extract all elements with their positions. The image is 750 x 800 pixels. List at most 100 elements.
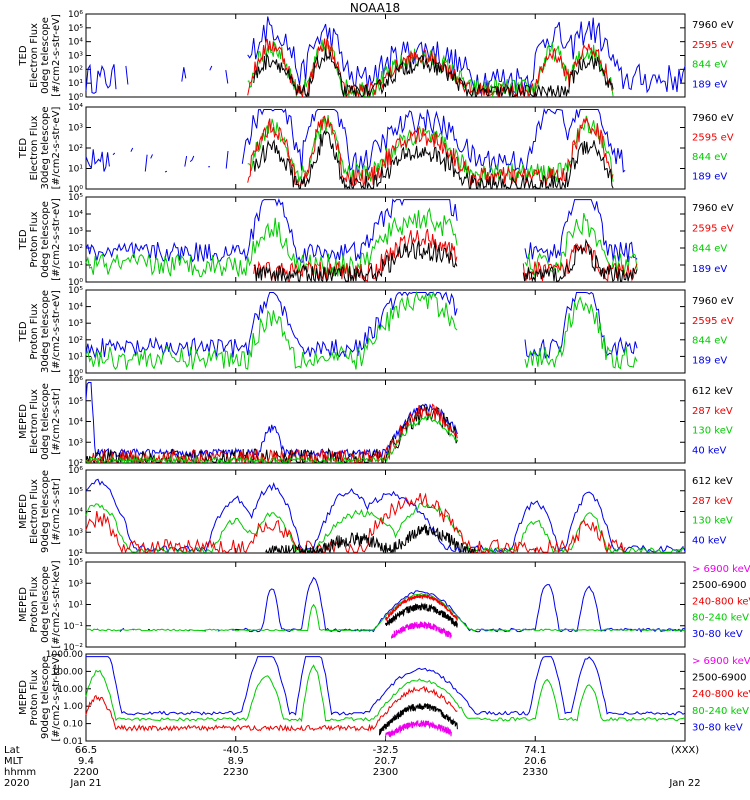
series-trace-blue bbox=[85, 107, 626, 175]
legend-entry: 80-240 keV bbox=[692, 706, 749, 717]
y-tick-label: 10⁰ bbox=[68, 369, 83, 379]
y-tick-label: 10⁻¹ bbox=[63, 622, 83, 632]
footer-tick-date: Jan 21 bbox=[70, 778, 102, 789]
legend-entry: 287 keV bbox=[692, 496, 733, 507]
y-tick-label: 1.00 bbox=[63, 702, 83, 712]
y-tick-label: 10³ bbox=[68, 579, 83, 589]
legend-entry: 7960 eV bbox=[692, 296, 734, 307]
legend-entry: > 6900 keV bbox=[692, 656, 750, 667]
panel-4: 10⁰ 10¹ 10² 10³ 10⁴ 10⁵ TED Proton Flux 30deg te… bbox=[18, 286, 734, 379]
y-axis-label: Proton Flux bbox=[29, 211, 40, 267]
series-trace-blue bbox=[95, 576, 686, 633]
y-tick-label: 10³ bbox=[68, 319, 83, 329]
plot-frame bbox=[85, 469, 686, 554]
series-trace-blue bbox=[85, 382, 458, 459]
y-axis-label: 30deg telescope bbox=[40, 290, 51, 373]
legend-entry: 130 keV bbox=[692, 426, 733, 437]
series-trace-black bbox=[385, 602, 458, 628]
panel-2: 10⁰ 10¹ 10² 10³ 10⁴ TED Electron Flux 30deg tel… bbox=[18, 103, 734, 195]
footer-tick-mlt: 20.6 bbox=[524, 756, 547, 767]
y-tick-label: 10.00 bbox=[57, 685, 83, 695]
plot-frame bbox=[85, 561, 686, 648]
y-axis-label: Proton Flux bbox=[29, 576, 40, 632]
y-tick-label: 10¹ bbox=[68, 352, 83, 362]
y-axis-label: MEPED bbox=[18, 494, 29, 529]
y-tick-label: 0.10 bbox=[63, 720, 83, 730]
series-trace-red bbox=[85, 685, 458, 732]
y-axis-label: 0deg telescope bbox=[40, 383, 51, 460]
y-axis-label: TED bbox=[18, 45, 29, 66]
y-axis-label: [#/cm2-s-str] bbox=[51, 478, 62, 545]
footer-row-label: 2020 bbox=[4, 778, 30, 789]
footer-tick-lat: -40.5 bbox=[222, 745, 249, 756]
series-trace-red bbox=[247, 38, 614, 98]
chart-title: NOAA18 bbox=[349, 1, 401, 15]
y-axis-label: 0deg telescope bbox=[40, 17, 51, 94]
y-axis-label: Electron Flux bbox=[29, 479, 40, 544]
panel-8: 0.01 0.10 1.00 10.00 100.00 1000.00 MEPED Proto… bbox=[18, 650, 750, 747]
y-tick-label: 10³ bbox=[68, 528, 83, 538]
footer-row-label: Lat bbox=[4, 745, 20, 756]
y-tick-label: 10³ bbox=[68, 124, 83, 134]
y-axis-label: Proton Flux bbox=[29, 303, 40, 359]
y-tick-label: 10⁰ bbox=[68, 278, 83, 288]
footer-tick-hhmm: 2230 bbox=[223, 767, 249, 778]
series-trace-black bbox=[253, 238, 638, 284]
y-tick-label: 10⁶ bbox=[68, 466, 83, 476]
y-tick-label: 10⁶ bbox=[68, 10, 83, 20]
y-axis-label: [#/cm2-s-str-eV] bbox=[51, 290, 62, 373]
y-axis-label: 90deg telescope bbox=[40, 656, 51, 739]
footer-tick-date: Jan 22 bbox=[669, 778, 701, 789]
legend-entry: 612 keV bbox=[692, 386, 733, 397]
y-tick-label: 1000.00 bbox=[46, 650, 83, 660]
series-trace-green bbox=[85, 502, 685, 554]
y-axis-label: 0deg telescope bbox=[40, 566, 51, 643]
y-tick-label: 10² bbox=[68, 549, 83, 559]
series-trace-red bbox=[247, 115, 614, 187]
legend-entry: 844 eV bbox=[692, 60, 727, 71]
series-trace-blue bbox=[85, 478, 686, 554]
legend-entry: > 6900 keV bbox=[692, 564, 750, 575]
y-tick-label: 10¹ bbox=[68, 79, 83, 89]
footer-tick-lat: 74.1 bbox=[524, 745, 547, 756]
y-axis-label: TED bbox=[18, 138, 29, 159]
y-axis-label: MEPED bbox=[18, 587, 29, 622]
y-tick-label: 10⁰ bbox=[68, 93, 83, 103]
series-trace-blue bbox=[85, 198, 638, 263]
y-tick-label: 10¹ bbox=[68, 165, 83, 175]
y-tick-label: 10⁴ bbox=[68, 303, 83, 313]
y-axis-label: Electron Flux bbox=[29, 23, 40, 88]
y-axis-label: 90deg telescope bbox=[40, 470, 51, 553]
y-tick-label: 0.01 bbox=[63, 737, 83, 747]
legend-entry: 7960 eV bbox=[692, 113, 734, 124]
footer-tick-hhmm: 2300 bbox=[372, 767, 399, 778]
y-tick-label: 10⁴ bbox=[68, 418, 83, 428]
panel-5: 10² 10³ 10⁴ 10⁵ 10⁶ MEPED Electron Flux 0deg te… bbox=[18, 376, 733, 469]
legend-entry: 844 eV bbox=[692, 336, 727, 347]
y-tick-label: 10³ bbox=[68, 438, 83, 448]
y-axis-label: [#/cm2-s-str-keV] bbox=[51, 560, 62, 648]
y-axis-label: MEPED bbox=[18, 404, 29, 439]
y-axis-label: [#/cm2-s-str-eV] bbox=[51, 198, 62, 281]
legend-entry: 844 eV bbox=[692, 244, 727, 255]
y-axis-label: MEPED bbox=[18, 680, 29, 715]
legend-entry: 844 eV bbox=[692, 152, 727, 163]
y-axis-label: 0deg telescope bbox=[40, 201, 51, 278]
legend-entry: 240-800 keV bbox=[692, 689, 750, 700]
footer-tick-mlt: 8.9 bbox=[227, 756, 244, 767]
footer-tick-lat: -32.5 bbox=[372, 745, 399, 756]
panel-6: 10² 10³ 10⁴ 10⁵ 10⁶ MEPED Electron Flux 90deg t… bbox=[18, 466, 733, 559]
y-tick-label: 100.00 bbox=[52, 667, 84, 677]
y-tick-label: 10³ bbox=[68, 52, 83, 62]
y-tick-label: 10² bbox=[68, 144, 83, 154]
y-tick-label: 10⁴ bbox=[68, 508, 83, 518]
series-trace-green bbox=[85, 664, 686, 723]
legend-entry: 7960 eV bbox=[692, 20, 734, 31]
footer-tick-hhmm: 2330 bbox=[522, 767, 548, 778]
legend-entry: 30-80 keV bbox=[692, 629, 743, 640]
y-tick-label: 10⁶ bbox=[68, 376, 83, 386]
series-trace-green bbox=[85, 593, 686, 632]
y-tick-label: 10⁰ bbox=[68, 185, 83, 195]
y-tick-label: 10² bbox=[68, 459, 83, 469]
